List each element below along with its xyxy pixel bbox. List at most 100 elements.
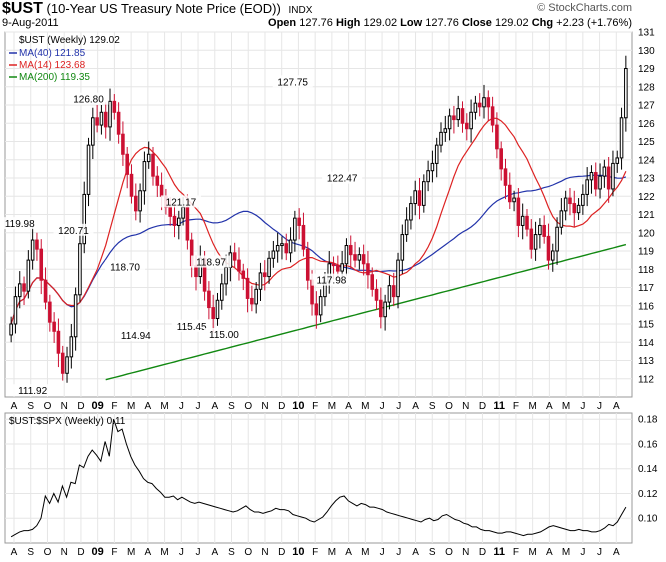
ratio-x-tick: M — [127, 547, 135, 558]
candle-body — [503, 168, 508, 186]
candle-body — [73, 294, 78, 338]
candle-body — [550, 250, 555, 261]
candle-body — [86, 144, 91, 195]
candle-body — [181, 206, 185, 219]
price-y-tick: 118 — [638, 265, 654, 276]
candle-body — [563, 197, 568, 212]
ratio-x-tick: J — [597, 547, 602, 558]
price-annotations: 119.98 111.92 126.80 120.71 118.70 114.94 121.… — [0, 75, 363, 397]
chg-label: Chg — [531, 17, 554, 29]
candle-body — [301, 224, 306, 250]
ma200-line — [105, 243, 627, 381]
candle-body — [142, 161, 147, 192]
candle-body — [13, 296, 18, 325]
candle-body — [112, 100, 117, 113]
price-x-tick: M — [528, 401, 536, 412]
price-x-tick: A — [145, 401, 152, 412]
candle-body — [207, 290, 211, 309]
price-y-tick: 126 — [638, 119, 655, 130]
ratio-x-tick: N — [61, 547, 68, 558]
candle-body — [456, 108, 460, 121]
ratio-x-tick: J — [396, 547, 401, 558]
price-x-tick: N — [462, 401, 469, 412]
candle-body — [241, 270, 246, 279]
candle-body — [417, 190, 422, 206]
candle-body — [353, 254, 357, 261]
price-annotation: 117.98 — [316, 276, 346, 287]
candle-body — [443, 128, 448, 133]
open-label: Open — [268, 17, 297, 29]
candle-body — [340, 263, 344, 272]
candle-body — [305, 248, 310, 281]
price-x-tick: J — [196, 401, 201, 412]
candle-body — [593, 172, 598, 190]
date-label: 9-Aug-2011 — [2, 17, 59, 29]
ratio-x-tick: A — [546, 547, 553, 558]
candle-body — [245, 277, 250, 299]
candle-body — [215, 299, 220, 320]
price-x-tick: A — [11, 401, 18, 412]
symbol: $UST — [2, 0, 43, 17]
price-x-tick: J — [396, 401, 401, 412]
candle-body — [465, 122, 469, 130]
annotation-bg — [171, 319, 212, 332]
candle-body — [30, 239, 35, 261]
price-annotation: 122.47 — [327, 174, 358, 185]
brand-watermark: © StockCharts.com — [537, 2, 632, 14]
candle-body — [495, 124, 499, 150]
candle-body — [26, 259, 31, 292]
legend-entry: MA(14) 123.68 — [19, 60, 86, 71]
price-x-tick: A — [211, 401, 218, 412]
ratio-x-tick: A — [613, 547, 620, 558]
annotation-bg — [272, 75, 313, 88]
candle-body — [116, 111, 121, 135]
price-y-tick: 129 — [638, 64, 655, 75]
candle-body — [146, 153, 151, 163]
ratio-x-tick: J — [380, 547, 385, 558]
candle-body — [219, 283, 224, 301]
candle-body — [482, 97, 486, 108]
ratio-x-tick: O — [44, 547, 52, 558]
annotation-bg — [160, 195, 201, 208]
candle-body — [331, 263, 336, 267]
price-y-tick: 121 — [638, 210, 655, 221]
candle-body — [361, 254, 366, 265]
candle-body — [125, 153, 130, 175]
price-x-axis: A S O N D 09 F M A M J J A S O N D 10 F M A M J J A S O N D 11 F M A M J J A — [11, 400, 620, 412]
candle-body — [409, 203, 413, 221]
price-x-tick: J — [597, 401, 602, 412]
price-y-tick: 117 — [638, 283, 654, 294]
price-x-tick: D — [479, 401, 486, 412]
candle-body — [430, 162, 435, 172]
ratio-x-tick: J — [179, 547, 184, 558]
price-x-tick: D — [77, 401, 84, 412]
low-value: 127.76 — [425, 17, 459, 29]
price-x-tick: A — [613, 401, 620, 412]
candle-body — [525, 215, 529, 230]
candle-body — [538, 224, 542, 236]
candle-body — [258, 272, 263, 290]
price-x-tick: A — [345, 401, 352, 412]
price-y-tick: 125 — [638, 137, 655, 148]
annotation-bg — [115, 329, 156, 342]
ma14-path — [10, 117, 627, 325]
candle-body — [576, 204, 581, 214]
price-x-tick: A — [546, 401, 553, 412]
candle-body — [396, 259, 400, 298]
price-x-tick: D — [278, 401, 285, 412]
price-x-tick: F — [111, 401, 117, 412]
candle-body — [177, 217, 181, 226]
price-x-tick: 11 — [493, 400, 505, 412]
ratio-x-tick: F — [312, 547, 318, 558]
price-x-tick: M — [127, 401, 135, 412]
exchange: INDX — [288, 5, 313, 16]
candle-body — [520, 215, 525, 226]
candle-body — [39, 248, 44, 281]
candle-body — [391, 285, 396, 298]
candle-body — [374, 288, 379, 301]
ratio-x-tick: D — [479, 547, 486, 558]
ma200-path — [105, 243, 627, 381]
candle-body — [559, 210, 564, 228]
candle-body — [490, 106, 495, 126]
candle-body — [78, 243, 82, 296]
